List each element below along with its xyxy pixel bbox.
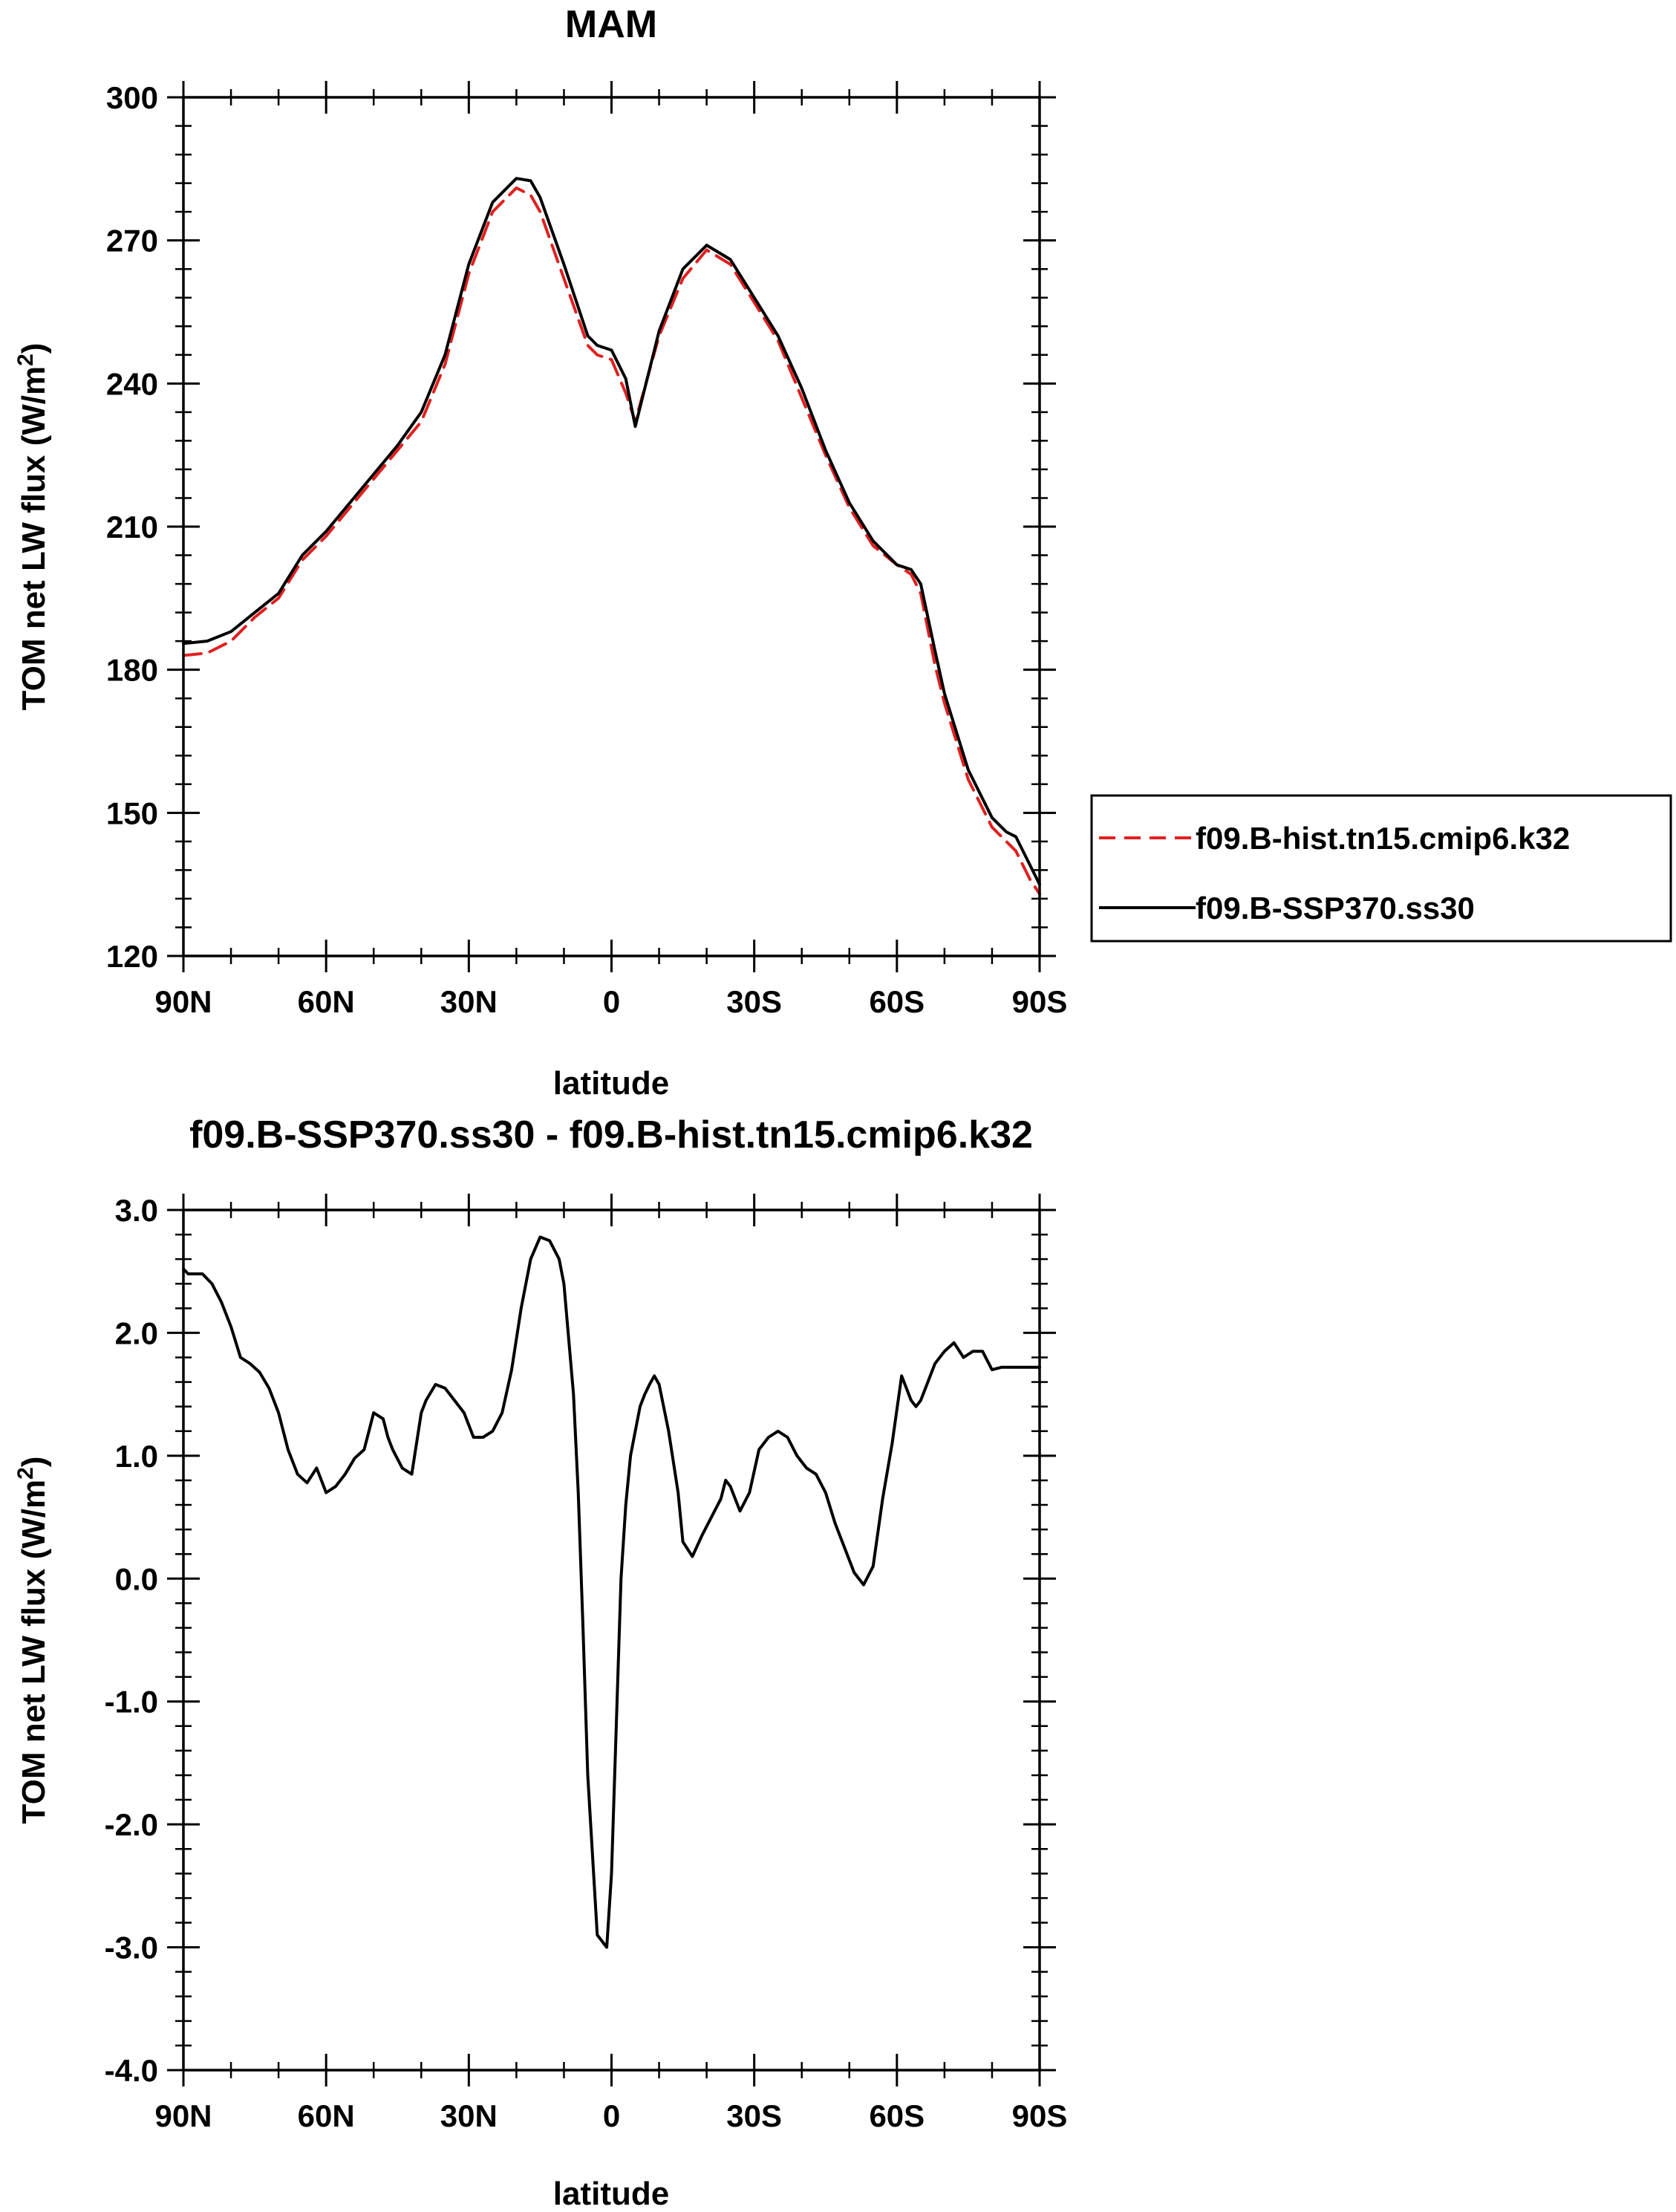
top-panel: MAM 120 150 180 210 240 270 300 90N 60N 30N 0 30S 6… [13,3,1672,1102]
top-x-tick-labels: 90N 60N 30N 0 30S 60S 90S [154,984,1067,1019]
bottom-y-tick-label: 0.0 [115,1561,158,1596]
bottom-chart-title: f09.B-SSP370.ss30 - f09.B-hist.tn15.cmip… [189,1113,1033,1157]
bottom-x-axis-label: latitude [553,2176,669,2212]
legend-label-ssp: f09.B-SSP370.ss30 [1196,891,1475,926]
top-x-tick-label: 90S [1012,984,1068,1019]
top-y-axis-label: TOM net LW flux (W/m2) [13,343,53,711]
top-y-tick-label: 210 [106,510,158,544]
bottom-x-tick-label: 90S [1012,2098,1068,2133]
top-x-axis-label: latitude [553,1065,669,1102]
top-y-tick-labels: 120 150 180 210 240 270 300 [106,80,158,974]
legend-label-hist: f09.B-hist.tn15.cmip6.k32 [1196,821,1570,856]
bottom-y-tick-label: -4.0 [105,2053,158,2088]
top-x-tick-label: 30N [440,984,498,1019]
bottom-plot-frame [182,1209,1041,2072]
bottom-panel: f09.B-SSP370.ss30 - f09.B-hist.tn15.cmip… [13,1113,1068,2212]
legend: f09.B-hist.tn15.cmip6.k32 f09.B-SSP370.s… [1090,794,1672,943]
top-x-tick-label: 60N [298,984,355,1019]
bottom-ticks [167,1194,1056,2086]
top-y-tick-label: 270 [106,224,158,258]
bottom-x-tick-label: 60S [869,2098,925,2133]
top-y-axis-label-sup: 2 [13,354,38,366]
legend-box [1090,794,1672,943]
top-y-axis-label-main: TOM net LW flux (W/m [16,366,52,711]
bottom-x-tick-label: 90N [154,2098,212,2133]
top-x-tick-label: 30S [726,984,782,1019]
bottom-x-tick-label: 0 [603,2098,620,2133]
top-y-tick-label: 120 [106,939,158,974]
bottom-y-axis-label: TOM net LW flux (W/m2) [13,1457,53,1824]
top-y-axis-label-end: ) [16,343,52,354]
bottom-y-tick-label: -1.0 [105,1685,158,1720]
bottom-x-tick-labels: 90N 60N 30N 0 30S 60S 90S [154,2098,1067,2133]
top-x-tick-label: 90N [154,984,212,1019]
top-x-tick-label: 0 [603,984,620,1019]
bottom-y-axis-label-main: TOM net LW flux (W/m [16,1480,52,1824]
bottom-y-axis-label-end: ) [16,1457,52,1468]
top-series [182,177,1041,896]
bottom-y-axis-label-sup: 2 [13,1467,38,1480]
top-y-tick-label: 240 [106,366,158,401]
bottom-x-tick-label: 60N [298,2098,355,2133]
bottom-x-tick-label: 30N [440,2098,498,2133]
bottom-y-tick-labels: -4.0 -3.0 -2.0 -1.0 0.0 1.0 2.0 3.0 [105,1193,158,2088]
top-y-tick-label: 300 [106,80,158,115]
bottom-y-tick-label: -3.0 [105,1930,158,1965]
bottom-y-tick-label: 3.0 [115,1193,158,1228]
top-y-tick-label: 180 [106,653,158,688]
top-plot-frame [182,96,1041,957]
bottom-series-line-0 [182,1235,1041,1949]
bottom-series [182,1235,1041,1949]
top-chart-title: MAM [565,3,657,46]
bottom-y-tick-label: -2.0 [105,1807,158,1842]
top-x-tick-label: 60S [869,984,925,1019]
bottom-y-tick-label: 1.0 [115,1439,158,1474]
bottom-y-tick-label: 2.0 [115,1315,158,1350]
top-series-line-0 [182,186,1041,896]
top-series-line-1 [182,177,1041,886]
bottom-x-tick-label: 30S [726,2098,782,2133]
top-y-tick-label: 150 [106,796,158,830]
top-ticks [167,81,1056,972]
